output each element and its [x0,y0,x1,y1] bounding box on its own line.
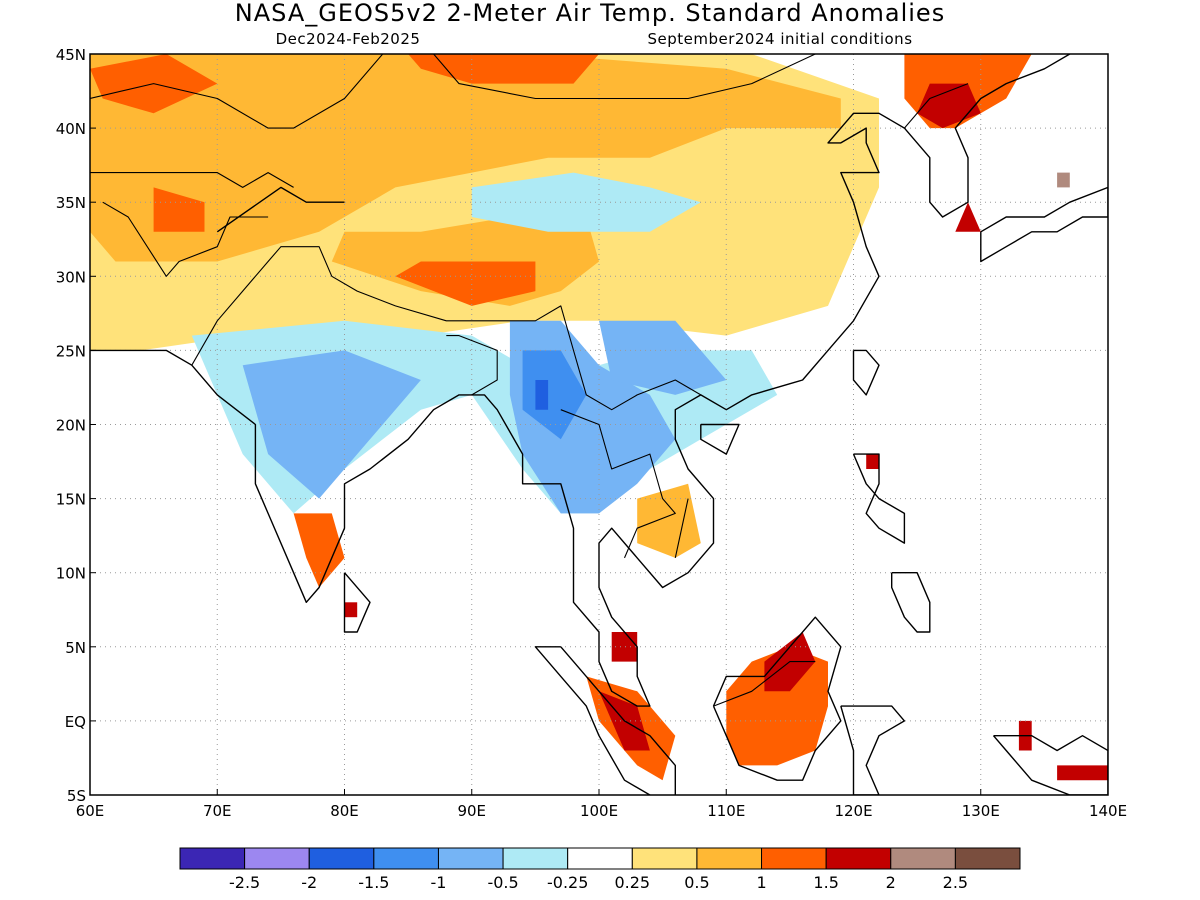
colorbar-label: 1 [756,873,766,892]
lon-tick-label: 130E [962,802,1000,820]
colorbar-swatch [567,847,633,870]
colorbar-label: -0.5 [487,873,518,892]
anomaly-region-25 [344,602,358,618]
anomaly-shading [90,54,1108,781]
border-1 [90,172,294,188]
lon-tick-label: 70E [203,802,232,820]
border-4 [446,335,498,396]
colorbar-swatch [825,847,892,870]
latitude-axis: 45N 40N 35N 30N 25N 20N 15N 10N 5N EQ 5S [56,46,96,805]
colorbar: -2.5 -2 -1.5 -1 -0.5 -0.25 0.25 0.5 1 1.5 2 2.5 [179,847,1021,892]
lon-tick-label: 100E [580,802,618,820]
coastline-3 [840,705,906,795]
colorbar-label: -1.5 [358,873,389,892]
coastline-11 [216,186,345,233]
coastline-8 [343,572,371,633]
anomaly-region-18 [637,483,701,558]
colorbar-swatch [631,847,698,870]
coastline-6 [852,349,880,396]
anomaly-region-16 [522,350,587,440]
colorbar-swatch [373,847,439,870]
anomaly-region-11 [471,172,701,232]
lat-tick-label: 5S [67,787,86,805]
lat-tick-label: 10N [56,565,86,583]
longitude-axis: 60E 70E 80E 90E 100E 110E 120E 130E 140E [76,789,1127,820]
coastline-2 [712,616,842,781]
anomaly-region-3 [395,261,536,306]
lon-tick-label: 90E [457,802,486,820]
colorbar-swatch [502,847,569,870]
anomaly-region-17 [535,380,549,410]
colorbar-swatch [954,847,1021,870]
anomaly-region-27 [1057,765,1108,781]
coastline-7 [700,423,740,455]
colorbar-swatch [696,847,763,870]
border-8 [903,83,969,129]
lat-tick-label: 45N [56,46,86,64]
border-7 [433,54,816,100]
lat-tick-label: 15N [56,491,86,509]
lat-tick-label: 20N [56,417,86,435]
border-0 [90,54,384,129]
map-panel: 60E 70E 80E 90E 100E 110E 120E 130E 140E 45N 40N 3… [56,46,1127,820]
forecast-period: Dec2024-Feb2025 [276,30,421,48]
anomaly-region-9 [955,202,981,232]
anomaly-region-28 [866,454,879,469]
lon-tick-label: 140E [1089,802,1127,820]
colorbar-swatch [244,847,310,870]
coastline-0 [90,54,1071,707]
colorbar-label: 2 [886,873,896,892]
figure-title: NASA_GEOS5v2 2-Meter Air Temp. Standard … [235,0,945,27]
lat-tick-label: 5N [65,639,86,657]
colorbar-label: -1 [430,873,446,892]
coastlines [90,54,1108,795]
anomaly-region-6 [408,54,599,84]
lat-tick-label: EQ [65,713,86,731]
colorbar-label: 2.5 [943,873,968,892]
lat-tick-label: 25N [56,342,86,360]
coastline-10 [992,735,1108,795]
border-2 [102,201,269,277]
lon-tick-label: 110E [707,802,745,820]
colorbar-swatch [308,847,375,870]
coastline-1 [534,646,676,795]
border-6 [674,498,689,559]
lat-tick-label: 40N [56,120,86,138]
lon-tick-label: 120E [834,802,872,820]
colorbar-swatch [890,847,956,870]
colorbar-swatch [761,847,827,870]
colorbar-label: -0.25 [547,873,588,892]
colorbar-label: 1.5 [813,873,838,892]
initial-conditions: September2024 initial conditions [647,30,912,48]
border-3 [191,246,702,411]
border-9 [713,661,816,707]
lon-tick-label: 60E [76,802,105,820]
anomaly-region-4 [153,187,205,232]
anomaly-region-10 [1057,172,1070,188]
lat-tick-label: 35N [56,194,86,212]
anomaly-region-15 [599,320,727,395]
colorbar-label: -2 [301,873,317,892]
country-borders [90,54,969,707]
colorbar-label: 0.25 [614,873,650,892]
colorbar-label: -2.5 [229,873,260,892]
colorbar-swatch [179,847,246,870]
coastline-5 [891,572,931,633]
anomaly-region-19 [293,513,345,588]
border-5 [560,409,676,559]
lat-tick-label: 30N [56,268,86,286]
colorbar-swatch [437,847,504,870]
coastline-4 [852,453,906,544]
anomaly-region-13 [242,350,421,499]
lon-tick-label: 80E [330,802,359,820]
anomaly-region-1 [90,54,841,262]
colorbar-label: 0.5 [684,873,709,892]
coastline-9 [980,186,1108,263]
